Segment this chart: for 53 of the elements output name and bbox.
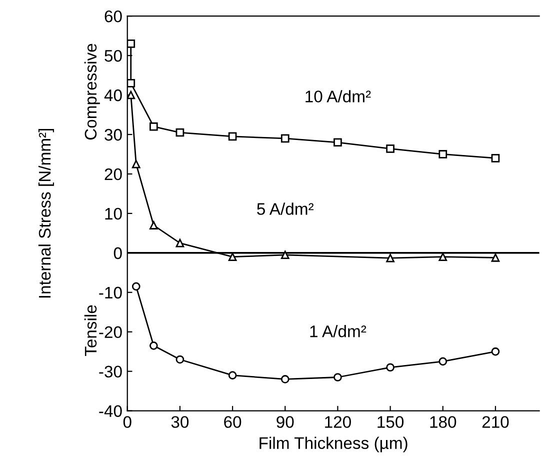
y-tick-label: 20	[104, 168, 122, 180]
y-tick-label: 40	[104, 89, 122, 102]
point	[438, 252, 448, 262]
y-axis-title: Internal Stress [N/mm²]	[38, 128, 54, 298]
text: Compressive	[84, 44, 100, 140]
point	[334, 138, 342, 147]
x-tick-label: 120	[325, 416, 351, 428]
point	[176, 128, 184, 137]
x-tick-label: 0	[123, 416, 132, 428]
y-tick-label: -20	[99, 326, 122, 338]
text: 1 A/dm²	[310, 325, 366, 338]
point	[491, 154, 500, 162]
point	[127, 79, 136, 88]
point	[386, 363, 394, 372]
point	[132, 160, 140, 168]
point	[491, 347, 500, 356]
y-tick-label: 30	[104, 128, 122, 141]
text: Tensile	[84, 305, 97, 356]
point	[438, 150, 448, 158]
text: 10 A/dm²	[306, 90, 371, 102]
y-tick-label: -40	[99, 405, 122, 418]
point	[334, 373, 342, 382]
x-tick-label: 90	[276, 416, 294, 428]
point	[176, 238, 184, 248]
point	[149, 342, 158, 350]
point	[386, 254, 394, 262]
point	[228, 252, 237, 262]
y-tick-label: -10	[99, 286, 122, 299]
x-tick-label: 180	[430, 416, 456, 428]
point	[491, 253, 500, 262]
x-axis-title: Film Thickness (µm)	[260, 436, 408, 452]
y-tick-label: 0	[114, 247, 122, 260]
y-tick-label: 60	[104, 10, 122, 22]
point	[127, 40, 136, 48]
x-tick-label: 60	[224, 416, 242, 428]
point	[176, 355, 184, 364]
y-tick-label: -30	[99, 366, 122, 378]
point	[386, 144, 394, 153]
point	[280, 134, 290, 143]
y-tick-label: 50	[104, 50, 122, 62]
point	[149, 122, 158, 131]
point	[228, 132, 237, 141]
point	[280, 250, 290, 260]
point	[438, 357, 448, 366]
x-tick-label: 150	[378, 416, 404, 428]
x-tick-label: 30	[171, 416, 189, 428]
point	[280, 375, 290, 384]
point	[228, 371, 237, 380]
point	[149, 221, 158, 230]
y-tick-label: 10	[105, 208, 122, 220]
point	[132, 282, 140, 291]
x-tick-label: 210	[482, 416, 509, 428]
text: 5 A/dm²	[257, 202, 314, 215]
